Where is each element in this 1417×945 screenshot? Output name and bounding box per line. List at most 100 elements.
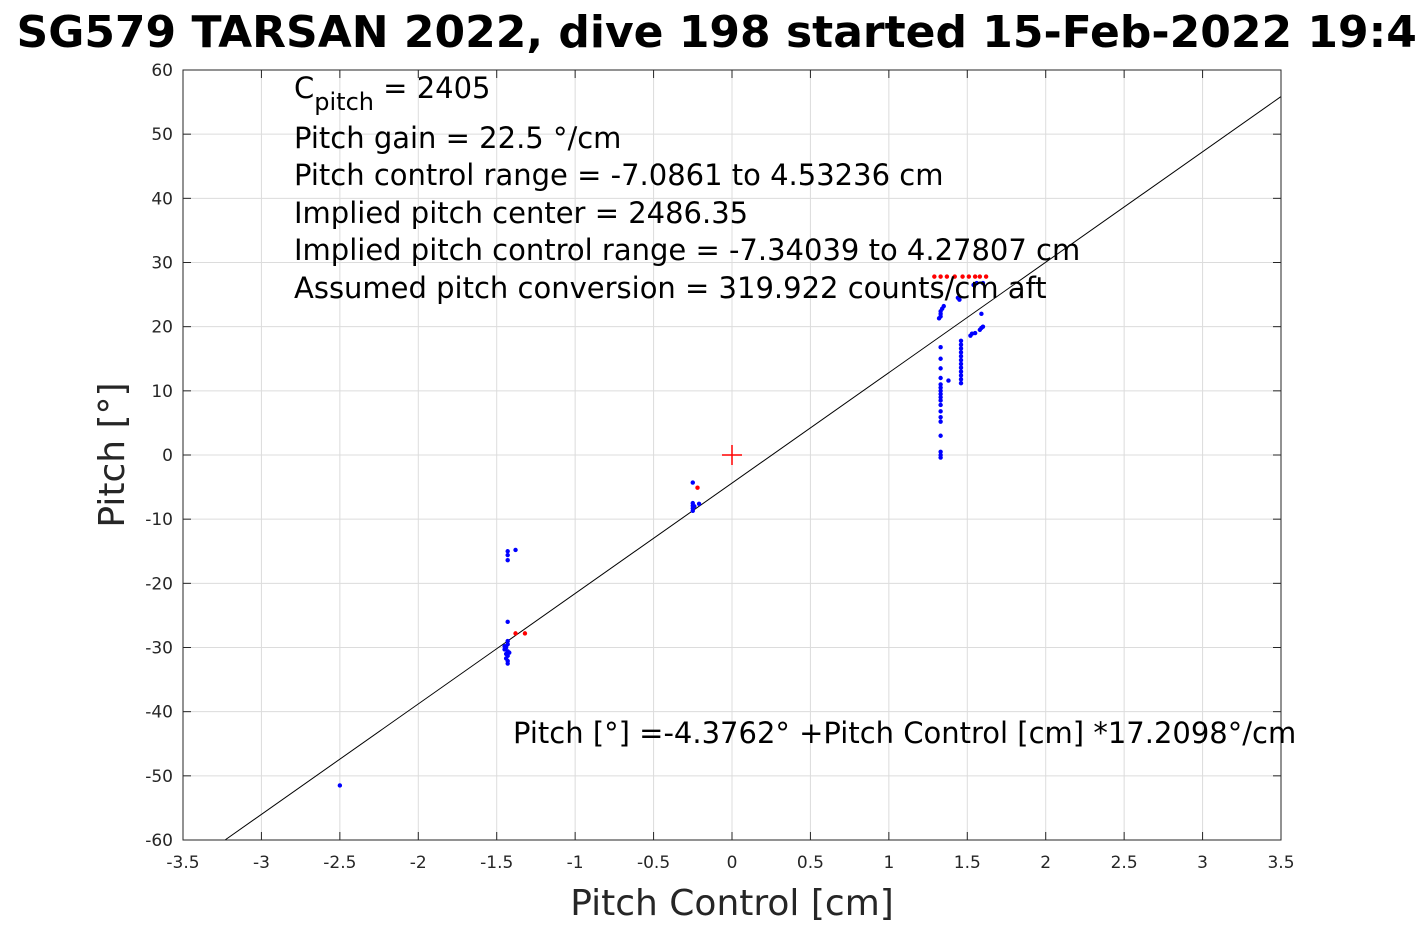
data-point xyxy=(946,378,951,383)
data-point xyxy=(938,388,943,394)
data-point xyxy=(966,274,972,279)
x-tick-label: -1.5 xyxy=(480,853,513,873)
y-tick-label: 20 xyxy=(151,318,173,338)
pitch-gain-annotation: Pitch gain = 22.5 °/cm xyxy=(294,121,621,155)
x-tick-label: 1.5 xyxy=(954,853,981,873)
center-marker xyxy=(722,445,742,465)
data-point xyxy=(941,303,946,309)
data-point xyxy=(958,342,964,347)
data-point xyxy=(507,650,512,655)
x-tick-label: 0.5 xyxy=(797,853,824,873)
fit-equation-label: Pitch [°] =-4.3762° +Pitch Control [cm] … xyxy=(513,716,1296,750)
data-point xyxy=(696,501,702,506)
x-tick-label: 1 xyxy=(883,853,894,873)
data-point xyxy=(505,552,510,558)
data-point xyxy=(505,549,510,554)
data-point xyxy=(938,345,943,350)
y-tick-label: 40 xyxy=(151,189,173,209)
cpitch-value: = 2405 xyxy=(374,71,491,105)
data-layer xyxy=(224,96,1282,841)
data-point xyxy=(695,485,700,490)
data-point xyxy=(938,274,943,279)
series-0 xyxy=(337,280,986,788)
y-tick-label: 10 xyxy=(151,382,173,402)
data-point xyxy=(505,661,510,666)
y-tick-label: -50 xyxy=(145,767,173,787)
data-point xyxy=(690,480,695,485)
y-tick-label: -20 xyxy=(145,574,173,594)
data-point xyxy=(958,350,964,355)
data-point xyxy=(938,382,943,387)
data-point xyxy=(974,280,979,286)
data-point xyxy=(938,449,943,454)
x-axis-label: Pitch Control [cm] xyxy=(570,883,894,924)
data-point xyxy=(938,366,943,371)
data-point xyxy=(938,409,943,414)
data-point xyxy=(944,274,950,279)
y-tick-label: 0 xyxy=(162,446,173,466)
data-point xyxy=(958,365,964,370)
data-point xyxy=(979,311,984,317)
data-point xyxy=(938,455,943,460)
data-point xyxy=(958,353,964,359)
data-point xyxy=(513,547,518,553)
chart-title: SG579 TARSAN 2022, dive 198 started 15-F… xyxy=(17,7,1417,58)
data-point xyxy=(932,274,937,279)
x-tick-label: 3.5 xyxy=(1267,853,1294,873)
data-point xyxy=(938,375,943,381)
data-point xyxy=(972,330,978,336)
data-point xyxy=(980,280,986,286)
data-point xyxy=(977,274,983,279)
y-tick-label: -30 xyxy=(145,639,173,659)
y-tick-label: 50 xyxy=(151,125,173,145)
data-point xyxy=(972,274,978,279)
x-tick-label: 3 xyxy=(1197,853,1208,873)
data-point xyxy=(958,377,964,382)
data-point xyxy=(522,631,528,636)
data-point xyxy=(938,402,943,408)
fit-line xyxy=(224,96,1282,841)
data-point xyxy=(938,391,943,397)
data-point xyxy=(958,338,964,343)
x-tick-label: -0.5 xyxy=(637,853,670,873)
x-tick-labels: -3.5 -3 -2.5 -2 -1.5 -1 -0.5 0 0.5 1 1.5 2 2.5 3 3.5 xyxy=(166,853,1294,873)
data-point xyxy=(513,631,518,636)
annotation-block: Cpitch = 2405 Pitch gain = 22.5 °/cm Pit… xyxy=(294,71,1080,305)
y-axis-label: Pitch [°] xyxy=(92,382,133,527)
x-tick-label: 2 xyxy=(1040,853,1051,873)
data-point xyxy=(960,274,965,279)
implied-pitch-control-range-annotation: Implied pitch control range = -7.34039 t… xyxy=(294,233,1080,267)
implied-pitch-center-annotation: Implied pitch center = 2486.35 xyxy=(294,196,748,230)
pitch-conversion-annotation: Assumed pitch conversion = 319.922 count… xyxy=(294,271,1047,305)
data-point xyxy=(938,433,943,438)
plot-area: -3.5 -3 -2.5 -2 -1.5 -1 -0.5 0 0.5 1 1.5 2 2.5 3 3.5 -… xyxy=(145,61,1294,873)
x-tick-label: 0 xyxy=(727,853,738,873)
y-tick-label: -40 xyxy=(145,703,173,723)
data-point xyxy=(505,638,510,644)
x-tick-label: 2.5 xyxy=(1111,853,1138,873)
data-point xyxy=(938,398,943,403)
data-point xyxy=(337,783,343,788)
pitch-control-range-annotation: Pitch control range = -7.0861 to 4.53236… xyxy=(294,158,943,192)
data-point xyxy=(958,357,964,363)
data-point xyxy=(690,508,695,514)
data-point xyxy=(938,419,943,424)
data-point xyxy=(958,380,964,386)
data-point xyxy=(958,373,964,378)
data-point xyxy=(505,558,510,563)
data-point xyxy=(952,274,957,279)
data-point xyxy=(958,361,964,367)
y-tick-labels: -60 -50 -40 -30 -20 -10 0 10 20 30 40 50 60 xyxy=(145,61,173,851)
data-point xyxy=(505,619,510,625)
data-point xyxy=(958,346,964,351)
y-tick-label: -10 xyxy=(145,510,173,530)
data-point xyxy=(502,644,507,649)
data-point xyxy=(980,324,986,329)
data-point xyxy=(692,504,697,509)
x-tick-label: -3 xyxy=(253,853,270,873)
y-tick-label: 60 xyxy=(151,61,173,81)
series-1 xyxy=(513,274,989,636)
data-point xyxy=(938,395,943,400)
cpitch-annotation: Cpitch = 2405 xyxy=(294,71,491,116)
y-tick-label: 30 xyxy=(151,254,173,274)
